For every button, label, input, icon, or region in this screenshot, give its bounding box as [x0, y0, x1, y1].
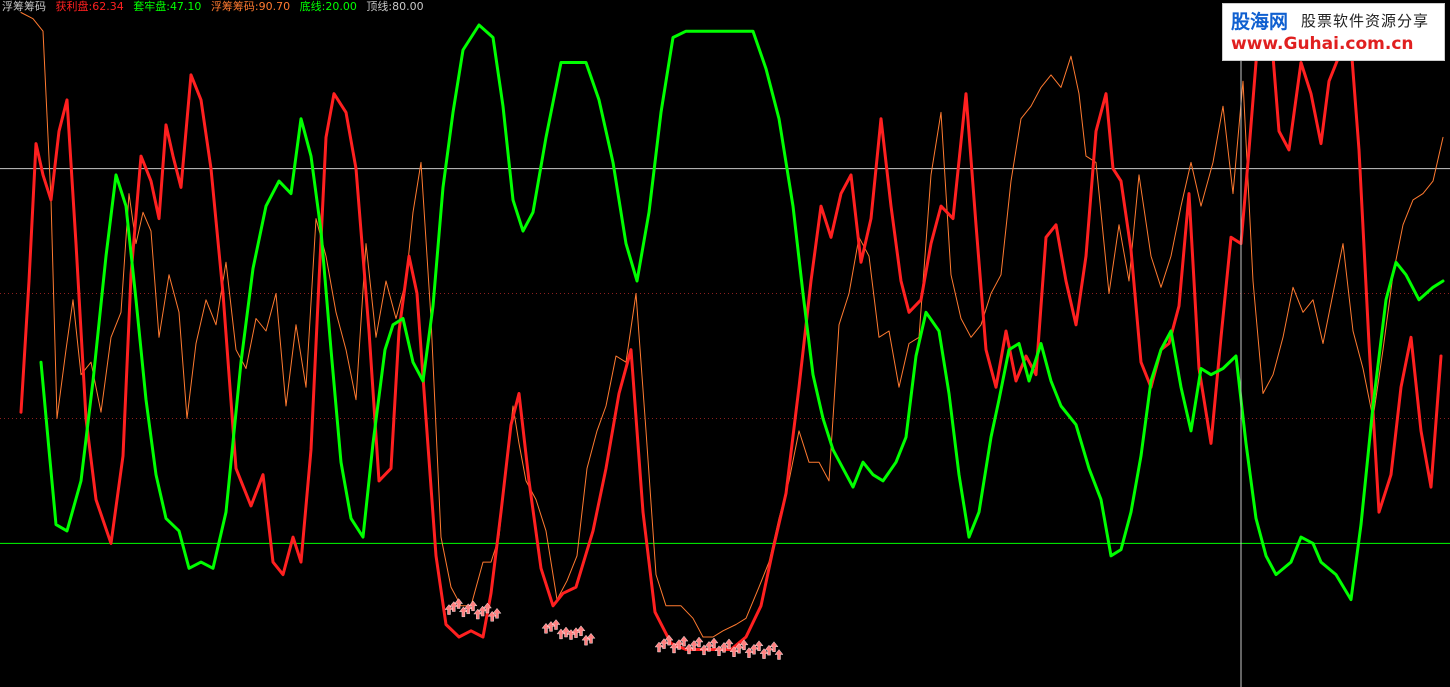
marker-arrow	[769, 641, 779, 652]
legend-trapped-value: 47.10	[169, 0, 202, 13]
watermark-slogan: 股票软件资源分享	[1301, 12, 1430, 30]
marker-arrow	[709, 637, 719, 649]
series-line-1	[19, 17, 1443, 651]
marker-arrow	[719, 642, 729, 653]
marker-arrow	[581, 634, 591, 646]
marker-arrow	[478, 605, 488, 617]
marker-group-0	[444, 598, 502, 622]
marker-group-3	[654, 634, 784, 660]
marker-arrow	[689, 640, 699, 651]
marker-arrow	[684, 643, 694, 655]
marker-arrow	[759, 648, 769, 659]
legend-trapped-label: 套牢盘:	[133, 0, 170, 13]
legend-floating-value: 90.70	[258, 0, 291, 13]
marker-arrow	[473, 608, 483, 620]
marker-arrow	[482, 602, 492, 614]
series-lines	[19, 12, 1445, 651]
watermark-logo: 股海网 股票软件资源分享 www.Guhai.com.cn	[1222, 3, 1445, 61]
legend-floating: 浮筹筹码:90.70	[211, 0, 294, 13]
marker-arrow	[458, 606, 468, 618]
marker-arrow	[774, 649, 784, 660]
marker-arrow	[566, 629, 576, 640]
legend-bar: 浮筹筹码 获利盘:62.34 套牢盘:47.10 浮筹筹码:90.70 底线:2…	[2, 0, 430, 14]
marker-arrow	[454, 598, 464, 609]
legend-floating-label: 浮筹筹码:	[210, 0, 259, 13]
legend-profit-value: 62.34	[92, 0, 124, 13]
marker-arrow	[576, 625, 586, 636]
series-line-2	[39, 23, 1445, 602]
marker-group-1	[541, 619, 571, 640]
marker-arrow	[724, 638, 734, 650]
marker-arrow	[654, 641, 664, 653]
marker-arrow	[734, 642, 744, 654]
marker-arrow	[679, 635, 689, 647]
marker-arrow	[729, 646, 739, 657]
legend-top-line-label: 顶线:	[366, 0, 393, 13]
marker-arrow	[449, 601, 459, 612]
marker-arrow	[764, 644, 774, 656]
marker-arrow	[586, 632, 596, 644]
bottom-markers	[444, 598, 784, 660]
legend-bottom-line-label: 底线:	[299, 0, 326, 13]
legend-top-line: 顶线:80.00	[366, 0, 423, 13]
marker-arrow	[669, 642, 679, 654]
marker-group-2	[566, 625, 596, 646]
watermark-url: www.Guhai.com.cn	[1231, 34, 1414, 54]
marker-arrow	[749, 643, 759, 655]
marker-arrow	[664, 634, 674, 646]
indicator-name: 浮筹筹码	[2, 0, 46, 13]
marker-arrow	[659, 638, 669, 649]
legend-top-line-value: 80.00	[392, 0, 424, 13]
marker-arrow	[699, 644, 709, 656]
marker-arrow	[487, 610, 497, 622]
marker-arrow	[754, 640, 764, 651]
legend-profit-label: 获利盘:	[55, 0, 93, 13]
marker-arrow	[674, 639, 684, 650]
marker-arrow	[744, 647, 754, 658]
marker-arrow	[551, 619, 561, 630]
legend-bottom-line-value: 20.00	[325, 0, 357, 13]
watermark-brand: 股海网	[1231, 11, 1289, 33]
series-line-0	[20, 12, 1444, 638]
marker-arrow	[444, 604, 454, 615]
legend-trapped: 套牢盘:47.10	[133, 0, 205, 13]
marker-arrow	[546, 621, 556, 632]
legend-bottom-line: 底线:20.00	[300, 0, 361, 13]
marker-arrow	[492, 607, 502, 619]
legend-profit: 获利盘:62.34	[56, 0, 128, 13]
marker-arrow	[739, 639, 749, 651]
marker-arrow	[463, 603, 473, 615]
marker-arrow	[468, 600, 478, 612]
marker-arrow	[704, 641, 714, 652]
marker-arrow	[714, 645, 724, 656]
marker-arrow	[694, 636, 704, 648]
